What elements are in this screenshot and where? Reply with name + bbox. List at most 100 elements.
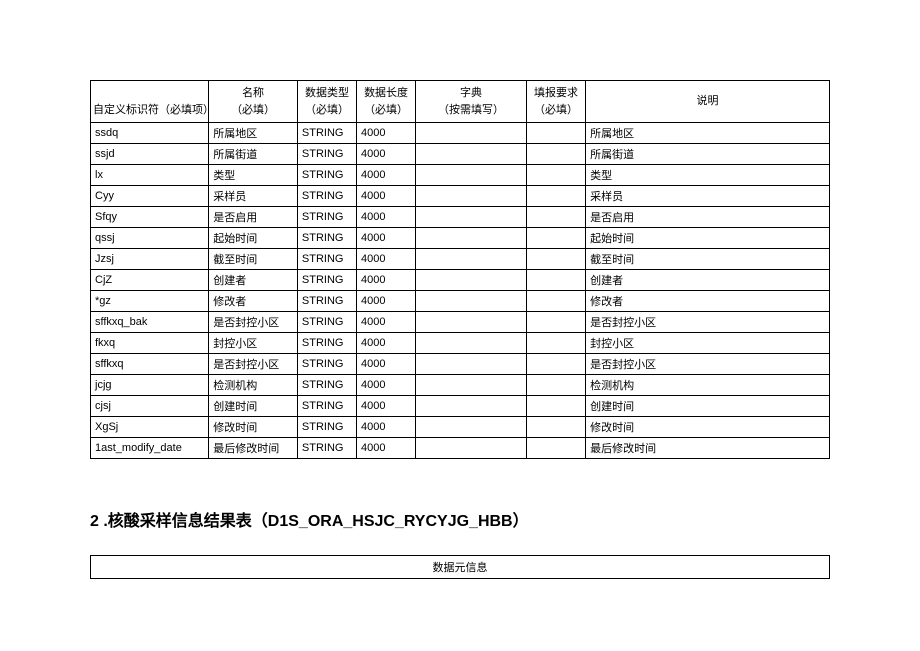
cell-req: [526, 396, 585, 417]
cell-type: STRING: [297, 354, 356, 375]
cell-type: STRING: [297, 396, 356, 417]
cell-name: 创建时间: [209, 396, 298, 417]
header-length: 数据长度 （必填）: [357, 81, 416, 123]
cell-dict: [416, 270, 527, 291]
table-body: ssdq所属地区STRING4000所属地区ssjd所属街道STRING4000…: [91, 123, 830, 459]
cell-length: 4000: [357, 165, 416, 186]
cell-id: qssj: [91, 228, 209, 249]
cell-dict: [416, 249, 527, 270]
header-desc: 说明: [586, 81, 830, 123]
header-type: 数据类型 （必填）: [297, 81, 356, 123]
cell-req: [526, 438, 585, 459]
cell-dict: [416, 228, 527, 249]
cell-req: [526, 207, 585, 228]
cell-dict: [416, 417, 527, 438]
cell-dict: [416, 291, 527, 312]
cell-name: 采样员: [209, 186, 298, 207]
cell-desc: 是否启用: [586, 207, 830, 228]
cell-id: cjsj: [91, 396, 209, 417]
table-row: *gz修改者STRING4000修改者: [91, 291, 830, 312]
cell-name: 检测机构: [209, 375, 298, 396]
table-row: ssdq所属地区STRING4000所属地区: [91, 123, 830, 144]
cell-name: 起始时间: [209, 228, 298, 249]
cell-name: 封控小区: [209, 333, 298, 354]
data-definition-table: 自定义标识符（必填项） 名称 （必填） 数据类型 （必填） 数据长度 （必填） …: [90, 80, 830, 459]
table-row: 1ast_modify_date最后修改时间STRING4000最后修改时间: [91, 438, 830, 459]
cell-desc: 修改者: [586, 291, 830, 312]
cell-type: STRING: [297, 228, 356, 249]
cell-type: STRING: [297, 165, 356, 186]
cell-desc: 最后修改时间: [586, 438, 830, 459]
section-title: 2 .核酸采样信息结果表（D1S_ORA_HSJC_RYCYJG_HBB）: [90, 507, 830, 531]
cell-name: 所属地区: [209, 123, 298, 144]
cell-id: Jzsj: [91, 249, 209, 270]
cell-req: [526, 123, 585, 144]
cell-dict: [416, 165, 527, 186]
table-row: Sfqy是否启用STRING4000是否启用: [91, 207, 830, 228]
table-row: lx类型STRING4000类型: [91, 165, 830, 186]
cell-length: 4000: [357, 270, 416, 291]
cell-desc: 创建者: [586, 270, 830, 291]
cell-name: 创建者: [209, 270, 298, 291]
sub-header-cell: 数据元信息: [91, 556, 830, 579]
cell-req: [526, 312, 585, 333]
cell-desc: 所属街道: [586, 144, 830, 165]
cell-length: 4000: [357, 354, 416, 375]
cell-dict: [416, 333, 527, 354]
cell-dict: [416, 144, 527, 165]
cell-id: 1ast_modify_date: [91, 438, 209, 459]
cell-dict: [416, 396, 527, 417]
cell-type: STRING: [297, 270, 356, 291]
cell-desc: 类型: [586, 165, 830, 186]
table-row: ssjd所属街道STRING4000所属街道: [91, 144, 830, 165]
cell-req: [526, 375, 585, 396]
cell-length: 4000: [357, 207, 416, 228]
cell-type: STRING: [297, 333, 356, 354]
cell-type: STRING: [297, 417, 356, 438]
cell-name: 修改者: [209, 291, 298, 312]
cell-dict: [416, 375, 527, 396]
cell-dict: [416, 123, 527, 144]
table-row: Cyy采样员STRING4000采样员: [91, 186, 830, 207]
cell-req: [526, 354, 585, 375]
cell-length: 4000: [357, 228, 416, 249]
cell-length: 4000: [357, 144, 416, 165]
cell-desc: 创建时间: [586, 396, 830, 417]
cell-id: CjZ: [91, 270, 209, 291]
cell-dict: [416, 312, 527, 333]
cell-name: 是否封控小区: [209, 354, 298, 375]
table-row: XgSj修改时间STRING4000修改时间: [91, 417, 830, 438]
cell-req: [526, 165, 585, 186]
table-row: jcjg检测机构STRING4000检测机构: [91, 375, 830, 396]
table-row: sffkxq是否封控小区STRING4000是否封控小区: [91, 354, 830, 375]
cell-desc: 采样员: [586, 186, 830, 207]
cell-id: XgSj: [91, 417, 209, 438]
cell-req: [526, 291, 585, 312]
cell-id: ssjd: [91, 144, 209, 165]
cell-desc: 检测机构: [586, 375, 830, 396]
cell-desc: 所属地区: [586, 123, 830, 144]
cell-id: *gz: [91, 291, 209, 312]
cell-type: STRING: [297, 249, 356, 270]
cell-desc: 是否封控小区: [586, 312, 830, 333]
cell-req: [526, 249, 585, 270]
cell-length: 4000: [357, 396, 416, 417]
cell-type: STRING: [297, 291, 356, 312]
cell-dict: [416, 438, 527, 459]
table-row: Jzsj截至时间STRING4000截至时间: [91, 249, 830, 270]
cell-name: 截至时间: [209, 249, 298, 270]
table-row: qssj起始时间STRING4000起始时间: [91, 228, 830, 249]
cell-type: STRING: [297, 207, 356, 228]
sub-header-table: 数据元信息: [90, 555, 830, 579]
cell-req: [526, 270, 585, 291]
cell-name: 最后修改时间: [209, 438, 298, 459]
cell-length: 4000: [357, 417, 416, 438]
cell-length: 4000: [357, 438, 416, 459]
cell-req: [526, 417, 585, 438]
cell-id: lx: [91, 165, 209, 186]
cell-desc: 是否封控小区: [586, 354, 830, 375]
cell-length: 4000: [357, 333, 416, 354]
cell-name: 是否封控小区: [209, 312, 298, 333]
cell-name: 类型: [209, 165, 298, 186]
cell-req: [526, 333, 585, 354]
